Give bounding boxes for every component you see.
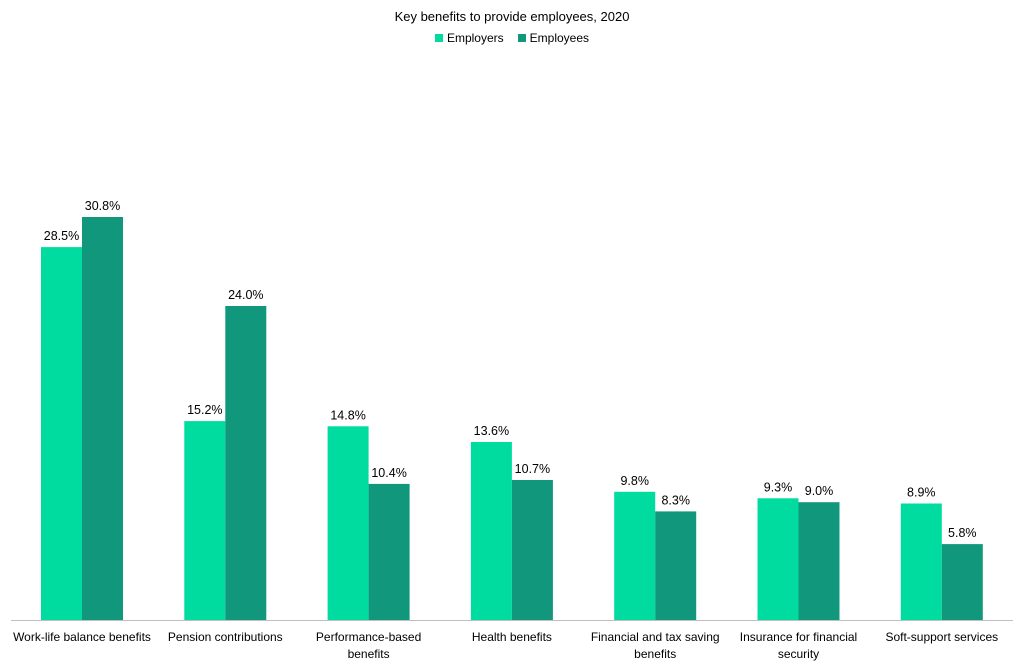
category-label-3: Health benefits xyxy=(437,629,587,646)
category-label-line: Financial and tax saving xyxy=(590,630,720,644)
bar-employers-0 xyxy=(41,247,82,620)
category-label-1: Pension contributions xyxy=(150,629,300,646)
bar-employees-4 xyxy=(655,511,697,620)
category-label-5: Insurance for financial security xyxy=(724,629,874,663)
category-label-4: Financial and tax saving benefits xyxy=(580,629,730,663)
data-label-employees-5: 9.0% xyxy=(805,484,834,498)
category-label-0: Work-life balance benefits xyxy=(7,629,157,646)
bar-employees-0 xyxy=(82,217,123,620)
bar-employees-2 xyxy=(368,483,410,620)
category-label-line: Insurance for financial xyxy=(739,630,858,644)
data-label-employers-5: 9.3% xyxy=(764,480,793,494)
category-label-line: Work-life balance benefits xyxy=(13,630,151,644)
data-label-employers-3: 13.6% xyxy=(474,424,509,438)
category-label-line: benefits xyxy=(347,647,390,661)
data-label-employees-6: 5.8% xyxy=(948,526,977,540)
category-label-line: benefits xyxy=(634,647,677,661)
data-label-employers-0: 28.5% xyxy=(44,229,79,243)
category-label-line: Health benefits xyxy=(471,630,552,644)
bar-employees-1 xyxy=(225,306,267,620)
bar-employees-6 xyxy=(941,544,983,620)
bar-employers-3 xyxy=(470,442,512,620)
legend-swatch-employers xyxy=(434,34,443,42)
legend: Employers Employees xyxy=(0,31,1024,45)
category-label-line: Soft-support services xyxy=(885,630,999,644)
bar-employees-5 xyxy=(798,502,840,620)
data-label-employers-4: 9.8% xyxy=(620,474,649,488)
legend-label-employers: Employers xyxy=(446,31,504,45)
bar-employers-5 xyxy=(757,498,799,620)
bar-employers-4 xyxy=(614,491,656,620)
legend-swatch-employees xyxy=(517,34,526,42)
category-label-6: Soft-support services xyxy=(867,629,1017,646)
data-label-employees-0: 30.8% xyxy=(85,199,120,213)
data-label-employers-2: 14.8% xyxy=(330,408,365,422)
legend-item-employers: Employers xyxy=(434,31,504,45)
legend-label-employees: Employees xyxy=(529,31,590,45)
bar-employers-1 xyxy=(184,421,226,620)
category-label-line: security xyxy=(777,647,820,661)
data-label-employers-6: 8.9% xyxy=(907,486,936,500)
bar-employers-2 xyxy=(327,426,369,620)
data-label-employers-1: 15.2% xyxy=(187,403,222,417)
bar-employers-6 xyxy=(900,503,942,620)
data-label-employees-2: 10.4% xyxy=(371,466,406,480)
bar-employees-3 xyxy=(511,480,553,620)
data-label-employees-4: 8.3% xyxy=(661,493,690,507)
legend-item-employees: Employees xyxy=(517,31,590,45)
chart-title: Key benefits to provide employees, 2020 xyxy=(394,9,630,24)
data-label-employees-3: 10.7% xyxy=(515,462,550,476)
category-label-2: Performance-based benefits xyxy=(294,629,444,663)
category-label-line: Performance-based xyxy=(315,630,422,644)
category-label-line: Pension contributions xyxy=(167,630,283,644)
data-label-employees-1: 24.0% xyxy=(228,288,263,302)
